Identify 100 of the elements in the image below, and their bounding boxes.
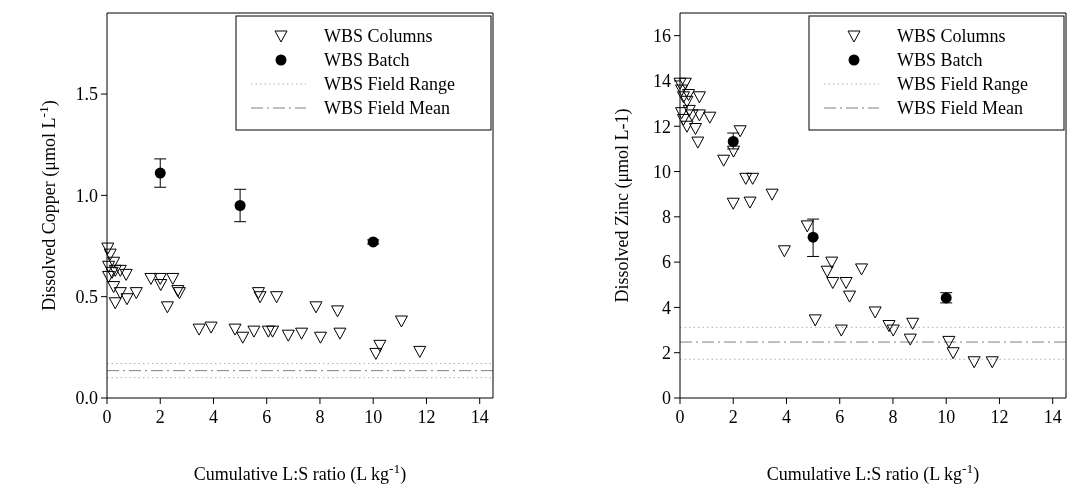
point: [153, 272, 167, 285]
y-tick-label: 0.0: [75, 388, 98, 409]
point: [113, 287, 127, 300]
point: [113, 264, 127, 277]
point: [800, 220, 814, 233]
point: [107, 281, 121, 294]
point: [826, 277, 840, 289]
point: [680, 120, 694, 133]
x-tick-label: 2: [728, 407, 738, 427]
point: [373, 339, 387, 352]
point: [154, 167, 166, 179]
x-tick-label: 6: [835, 407, 845, 427]
point: [746, 172, 760, 185]
point: [675, 107, 689, 120]
x-tick-label: 4: [781, 407, 791, 427]
x-tick-label: 10: [937, 407, 956, 427]
point: [739, 172, 753, 185]
y-tick-label: 1.5: [75, 84, 98, 105]
x-tick-label: 12: [990, 407, 1009, 427]
x-axis-title: Cumulative L:S ratio (L kg$^{-1}$): [193, 460, 407, 485]
y-tick-label: 6: [662, 252, 671, 273]
point: [855, 263, 869, 276]
point: [967, 356, 981, 369]
legend-label: WBS Columns: [324, 26, 433, 47]
legend-label: WBS Columns: [897, 26, 1006, 47]
point: [868, 306, 882, 319]
point: [843, 290, 857, 303]
legend-label: WBS Field Mean: [897, 98, 1023, 119]
y-tick-label: 4: [662, 297, 671, 318]
y-tick-label: 10: [653, 161, 671, 182]
point: [251, 287, 265, 300]
x-tick-label: 4: [208, 407, 218, 427]
point: [228, 323, 242, 336]
point: [204, 321, 218, 334]
point: [367, 236, 379, 248]
point: [394, 315, 408, 328]
point: [234, 200, 246, 211]
point: [192, 323, 206, 336]
point: [236, 331, 250, 344]
y-axis-title: Dissolved Zinc (μmol L-1): [612, 108, 633, 303]
point: [253, 291, 267, 304]
point: [675, 84, 689, 97]
legend-label: WBS Field Range: [897, 74, 1028, 95]
point: [166, 272, 180, 285]
point: [119, 268, 133, 281]
x-tick-label: 14: [1043, 407, 1062, 427]
y-tick-label: 0.5: [75, 286, 98, 307]
point: [942, 335, 956, 348]
point: [154, 279, 168, 292]
x-tick-label: 6: [262, 407, 272, 427]
point: [820, 265, 834, 278]
point: [946, 347, 960, 360]
point: [160, 301, 174, 314]
point: [825, 256, 839, 269]
point: [673, 77, 687, 90]
point: [685, 109, 699, 122]
point: [692, 109, 706, 122]
point: [369, 347, 383, 360]
point: [676, 91, 690, 104]
y-tick-label: 16: [653, 25, 671, 46]
point: [129, 287, 143, 300]
point: [144, 272, 158, 285]
point: [743, 196, 757, 209]
point: [270, 291, 284, 304]
legend-label: WBS Batch: [897, 50, 983, 71]
x-tick-label: 12: [417, 407, 436, 427]
point: [680, 95, 694, 108]
point: [413, 345, 427, 358]
point: [985, 356, 999, 369]
y-tick-label: 0: [662, 388, 671, 409]
point: [102, 270, 116, 283]
y-tick-label: 1.0: [75, 185, 98, 206]
point: [247, 325, 261, 338]
point: [906, 317, 920, 330]
point: [692, 91, 706, 104]
point: [676, 113, 690, 126]
x-tick-label: 0: [102, 407, 112, 427]
point: [727, 145, 741, 158]
point: [682, 104, 696, 117]
point: [120, 293, 134, 306]
point: [903, 333, 917, 346]
point: [309, 301, 323, 314]
legend-label: WBS Batch: [324, 50, 410, 71]
point: [808, 314, 822, 327]
point: [691, 136, 705, 149]
x-tick-label: 14: [470, 407, 489, 427]
point: [777, 245, 791, 258]
point: [682, 89, 696, 102]
point: [765, 188, 779, 201]
point: [103, 248, 117, 261]
point: [333, 327, 347, 340]
y-tick-label: 8: [662, 207, 671, 228]
y-tick-label: 2: [662, 343, 671, 364]
legend-label: WBS Field Mean: [324, 98, 450, 119]
x-tick-label: 8: [888, 407, 898, 427]
x-tick-label: 2: [155, 407, 165, 427]
x-axis-title: Cumulative L:S ratio (L kg$^{-1}$): [766, 460, 980, 485]
x-tick-label: 10: [364, 407, 383, 427]
x-tick-label: 0: [675, 407, 685, 427]
point: [107, 256, 121, 269]
